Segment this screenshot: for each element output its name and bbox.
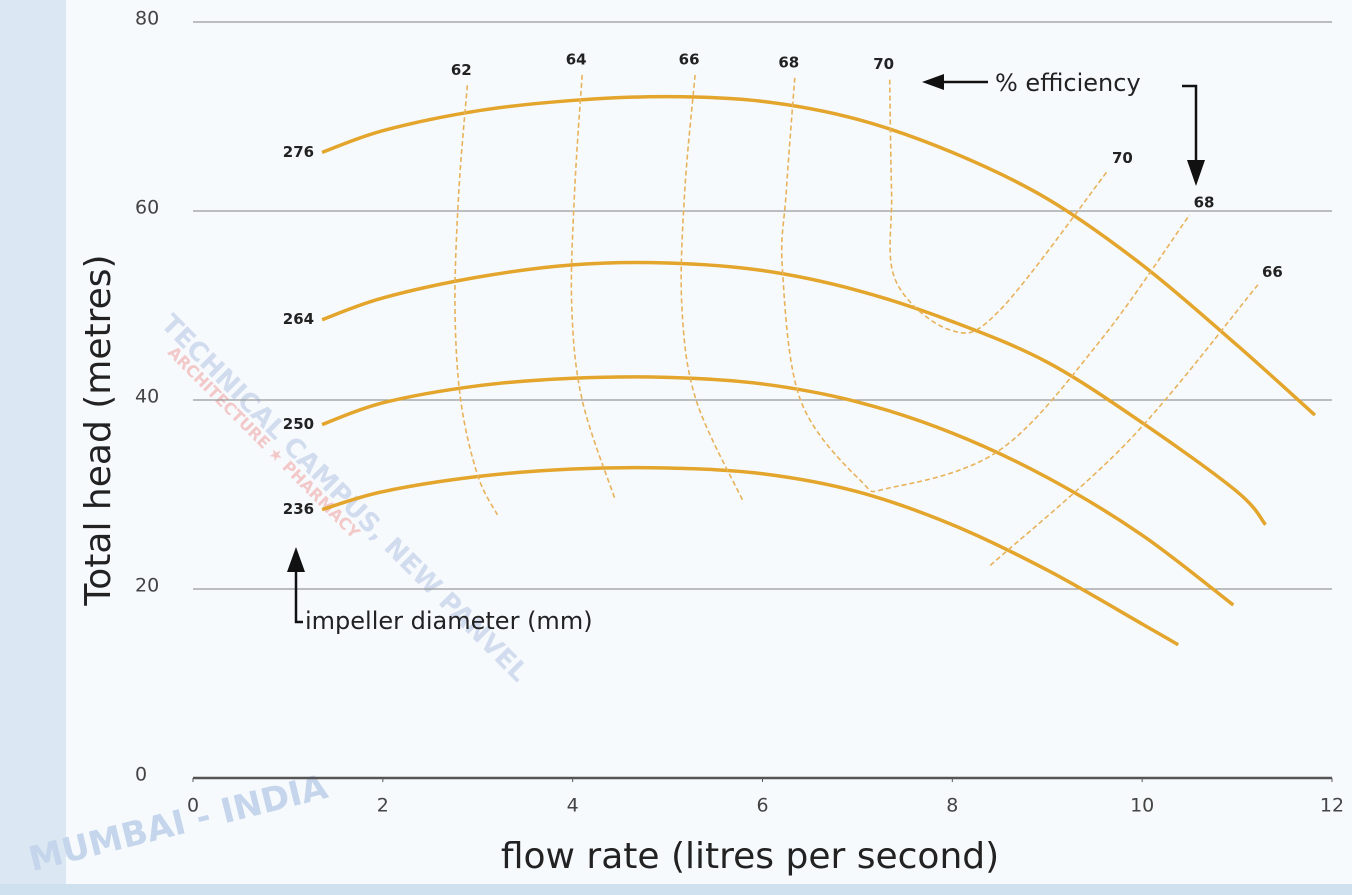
- curve-label: 68: [778, 53, 799, 71]
- curve-label: 236: [283, 500, 314, 518]
- curve-label: 64: [566, 50, 587, 68]
- y-axis-label: Total head (metres): [78, 254, 119, 606]
- y-tick-label: 20: [135, 575, 159, 597]
- bottom-strip: [0, 884, 1352, 895]
- curve-label: 264: [283, 310, 314, 328]
- curve-label: 66: [679, 50, 700, 68]
- curve-label: 250: [283, 415, 314, 433]
- curve-label: 70: [1112, 149, 1133, 167]
- left-strip: [0, 0, 66, 895]
- y-tick-label: 0: [135, 764, 147, 786]
- annotation: impeller diameter (mm): [305, 607, 593, 635]
- chart: MUMBAI - INDIA TECHNICAL CAMPUS, NEW PAN…: [0, 0, 1352, 895]
- curve-label: 62: [451, 61, 472, 79]
- x-tick-label: 6: [756, 795, 768, 817]
- curve-label: 68: [1194, 193, 1215, 211]
- x-tick-label: 2: [377, 795, 389, 817]
- y-tick-label: 80: [135, 8, 159, 30]
- x-tick-label: 12: [1320, 795, 1344, 817]
- y-tick-label: 40: [135, 386, 159, 408]
- x-tick-label: 8: [946, 795, 958, 817]
- y-tick-label: 60: [135, 197, 159, 219]
- x-tick-label: 10: [1130, 795, 1154, 817]
- curve-label: 66: [1262, 263, 1283, 281]
- annotation: % efficiency: [995, 69, 1141, 97]
- curve-label: 70: [873, 55, 894, 73]
- x-axis-label: flow rate (litres per second): [501, 836, 999, 877]
- x-tick-label: 0: [187, 795, 199, 817]
- page: MUMBAI - INDIA TECHNICAL CAMPUS, NEW PAN…: [0, 0, 1352, 895]
- background: [0, 0, 1352, 895]
- x-tick-label: 4: [567, 795, 579, 817]
- curve-label: 276: [283, 143, 314, 161]
